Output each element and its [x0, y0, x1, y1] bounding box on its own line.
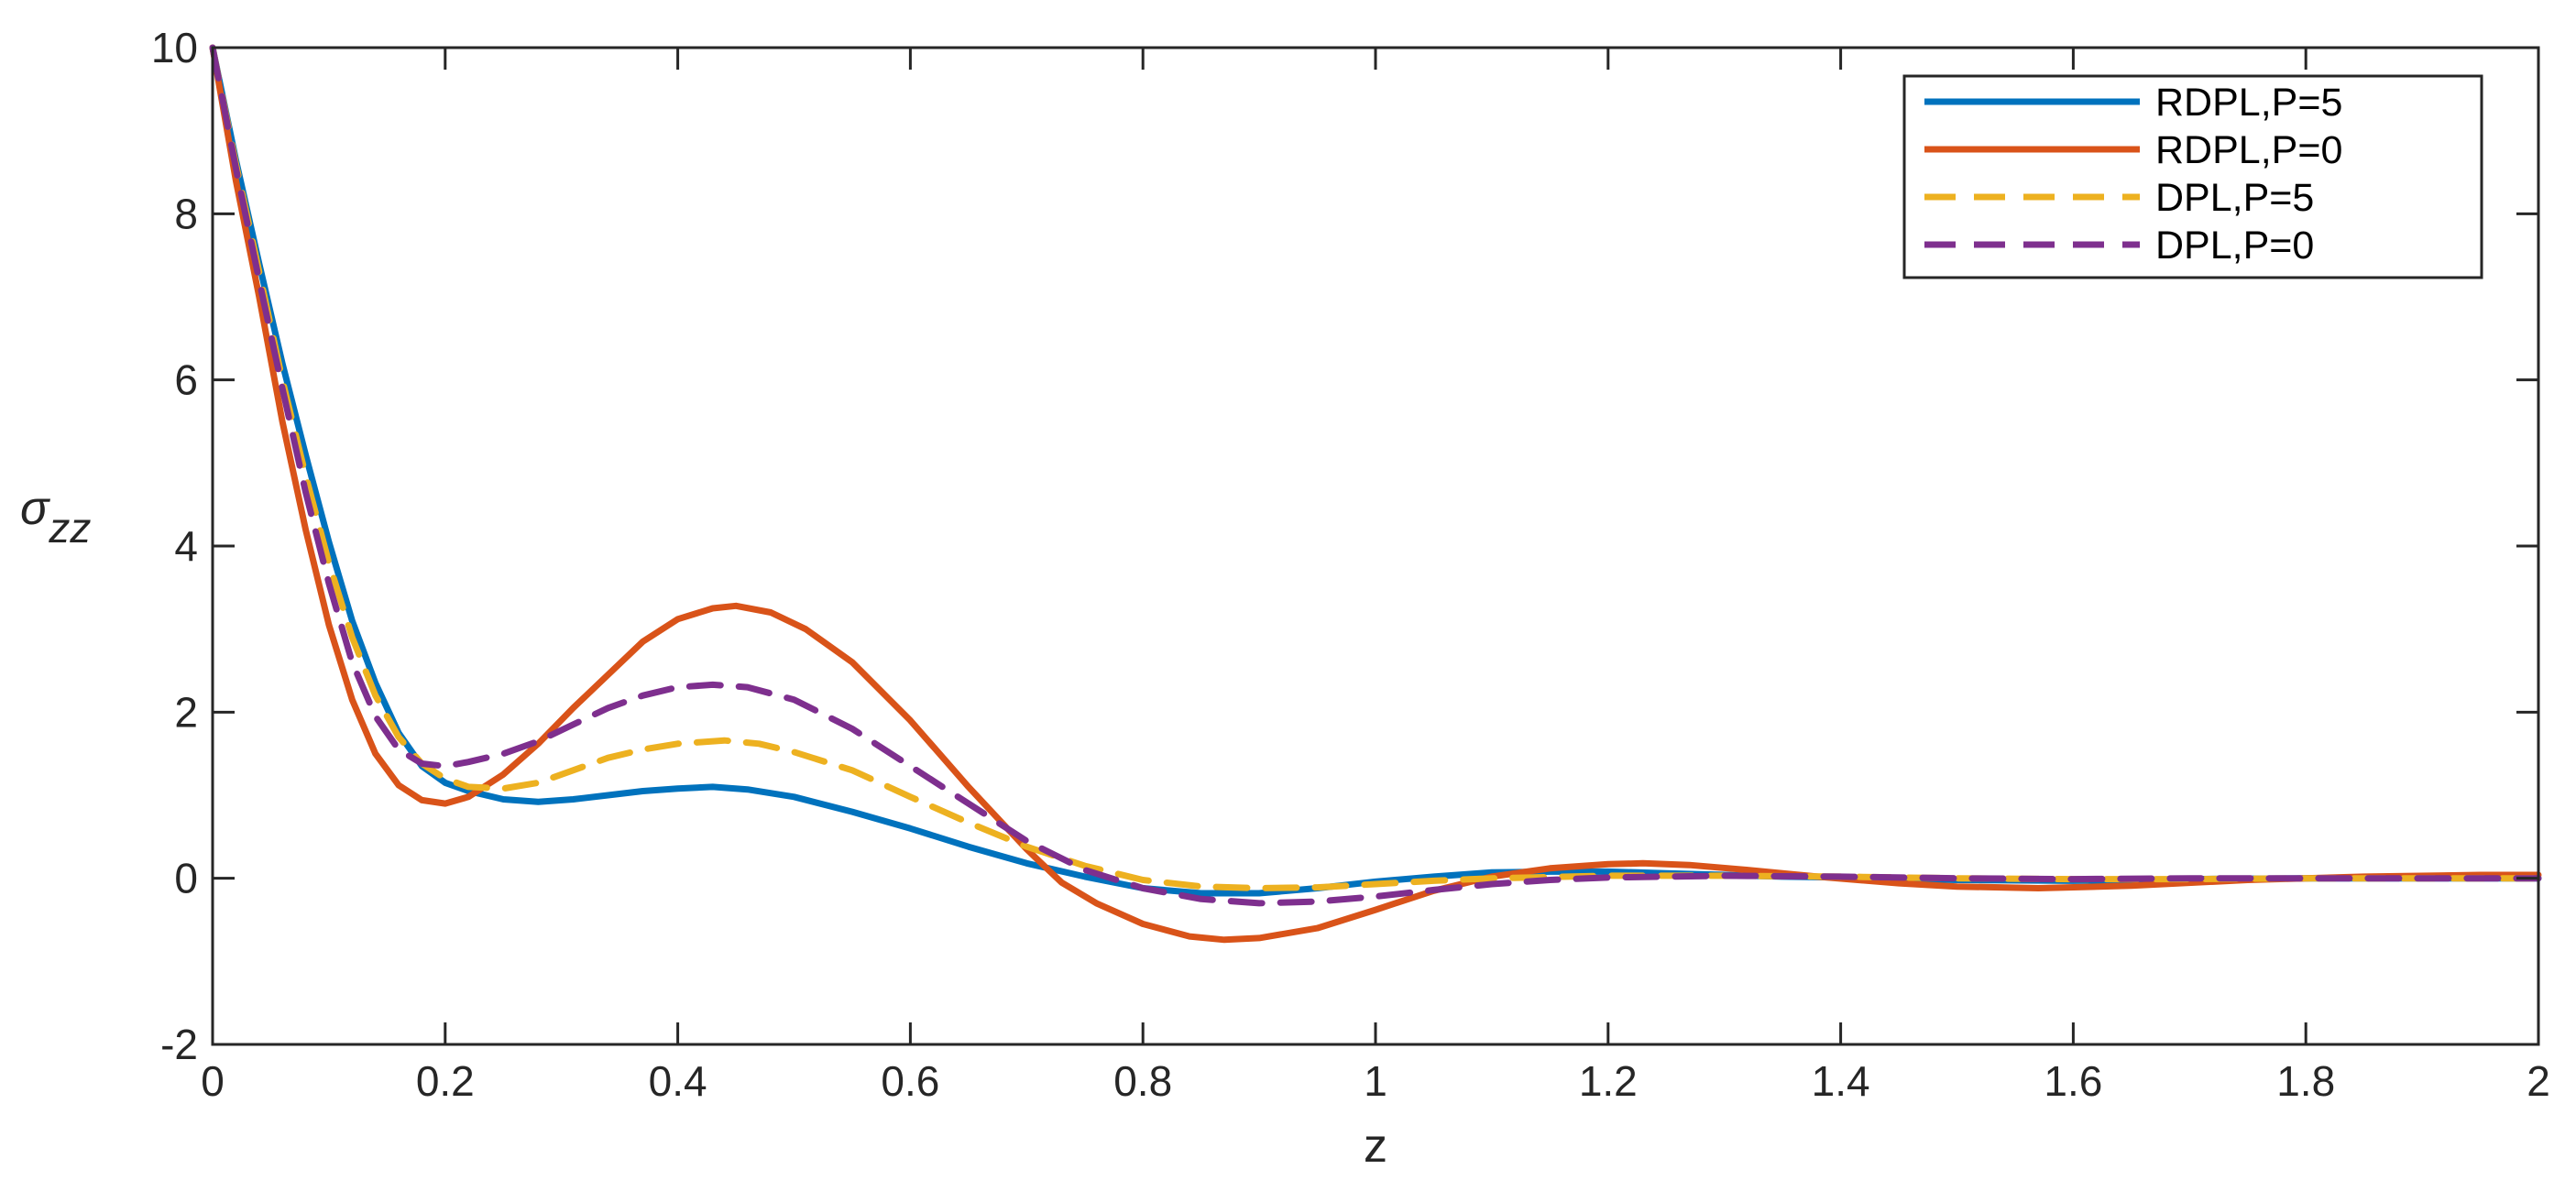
y-tick-label: -2 [160, 1021, 198, 1068]
x-tick-label: 0.6 [881, 1057, 939, 1105]
series-layer [209, 44, 2542, 944]
x-tick-label: 2 [2527, 1057, 2550, 1105]
x-tick-label: 0.8 [1113, 1057, 1172, 1105]
x-tick-label: 1.6 [2044, 1057, 2102, 1105]
y-tick-label: 0 [174, 855, 198, 902]
x-tick-label: 1 [1364, 1057, 1387, 1105]
legend-label-4: DPL,P=0 [2155, 224, 2314, 268]
legend-label-2: RDPL,P=0 [2155, 128, 2342, 172]
x-tick-label: 1.2 [1579, 1057, 1638, 1105]
x-axis-label: z [1364, 1120, 1387, 1173]
x-tick-label: 0.2 [416, 1057, 475, 1105]
y-tick-label: 2 [174, 688, 198, 736]
y-axis-label: σzz [20, 482, 91, 552]
x-ticks: 0 0.2 0.4 0.6 0.8 1 1.2 1.4 1.6 1.8 2 [201, 48, 2550, 1105]
legend-label-3: DPL,P=5 [2155, 176, 2314, 220]
y-tick-label: 10 [151, 24, 198, 71]
y-tick-label: 8 [174, 190, 198, 237]
legend-label-1: RDPL,P=5 [2155, 81, 2342, 125]
x-tick-label: 1.8 [2276, 1057, 2335, 1105]
y-tick-label: 4 [174, 522, 198, 570]
series-line-4 [209, 44, 2542, 907]
y-tick-label: 6 [174, 356, 198, 404]
x-tick-label: 1.4 [1812, 1057, 1870, 1105]
x-tick-label: 0.4 [649, 1057, 707, 1105]
x-tick-label: 0 [201, 1057, 225, 1105]
y-ticks: -2 0 2 4 6 8 10 [151, 24, 2538, 1068]
